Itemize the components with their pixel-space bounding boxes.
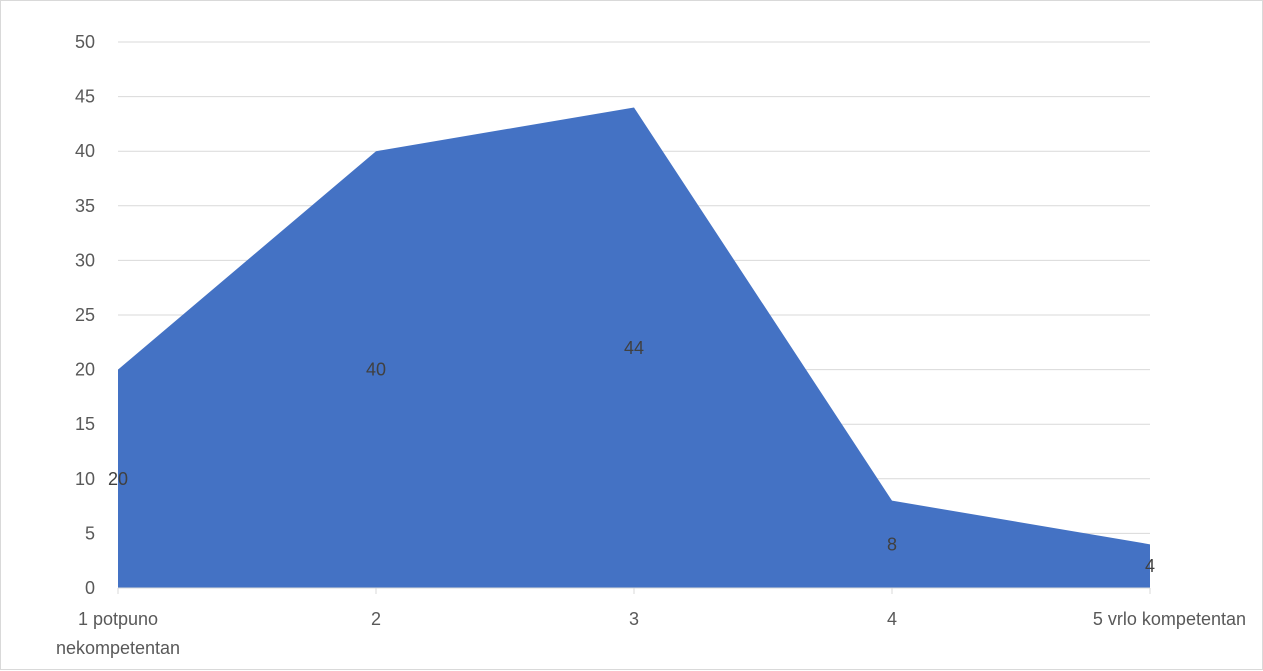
y-tick-label-20: 20 bbox=[75, 360, 95, 380]
y-tick-label-15: 15 bbox=[75, 414, 95, 434]
y-tick-label-45: 45 bbox=[75, 87, 95, 107]
data-label-4: 8 bbox=[887, 534, 897, 554]
y-tick-label-25: 25 bbox=[75, 305, 95, 325]
y-tick-label-35: 35 bbox=[75, 196, 95, 216]
area-series bbox=[118, 107, 1150, 589]
data-label-1: 20 bbox=[108, 469, 128, 489]
x-tick-label-4: 4 bbox=[887, 609, 897, 629]
x-tick-label-3: 3 bbox=[629, 609, 639, 629]
y-tick-label-10: 10 bbox=[75, 469, 95, 489]
y-tick-label-30: 30 bbox=[75, 250, 95, 270]
data-label-3: 44 bbox=[624, 338, 644, 358]
x-tick-label-5: 5 vrlo kompetentan bbox=[1093, 609, 1246, 629]
data-label-2: 40 bbox=[366, 360, 386, 380]
y-tick-label-5: 5 bbox=[85, 523, 95, 543]
x-tick-label-1: 1 potpuno nekompetentan bbox=[56, 609, 180, 658]
data-label-5: 4 bbox=[1145, 556, 1155, 576]
y-tick-label-0: 0 bbox=[85, 578, 95, 598]
x-tick-label-2: 2 bbox=[371, 609, 381, 629]
y-tick-label-40: 40 bbox=[75, 141, 95, 161]
y-tick-label-50: 50 bbox=[75, 32, 95, 52]
